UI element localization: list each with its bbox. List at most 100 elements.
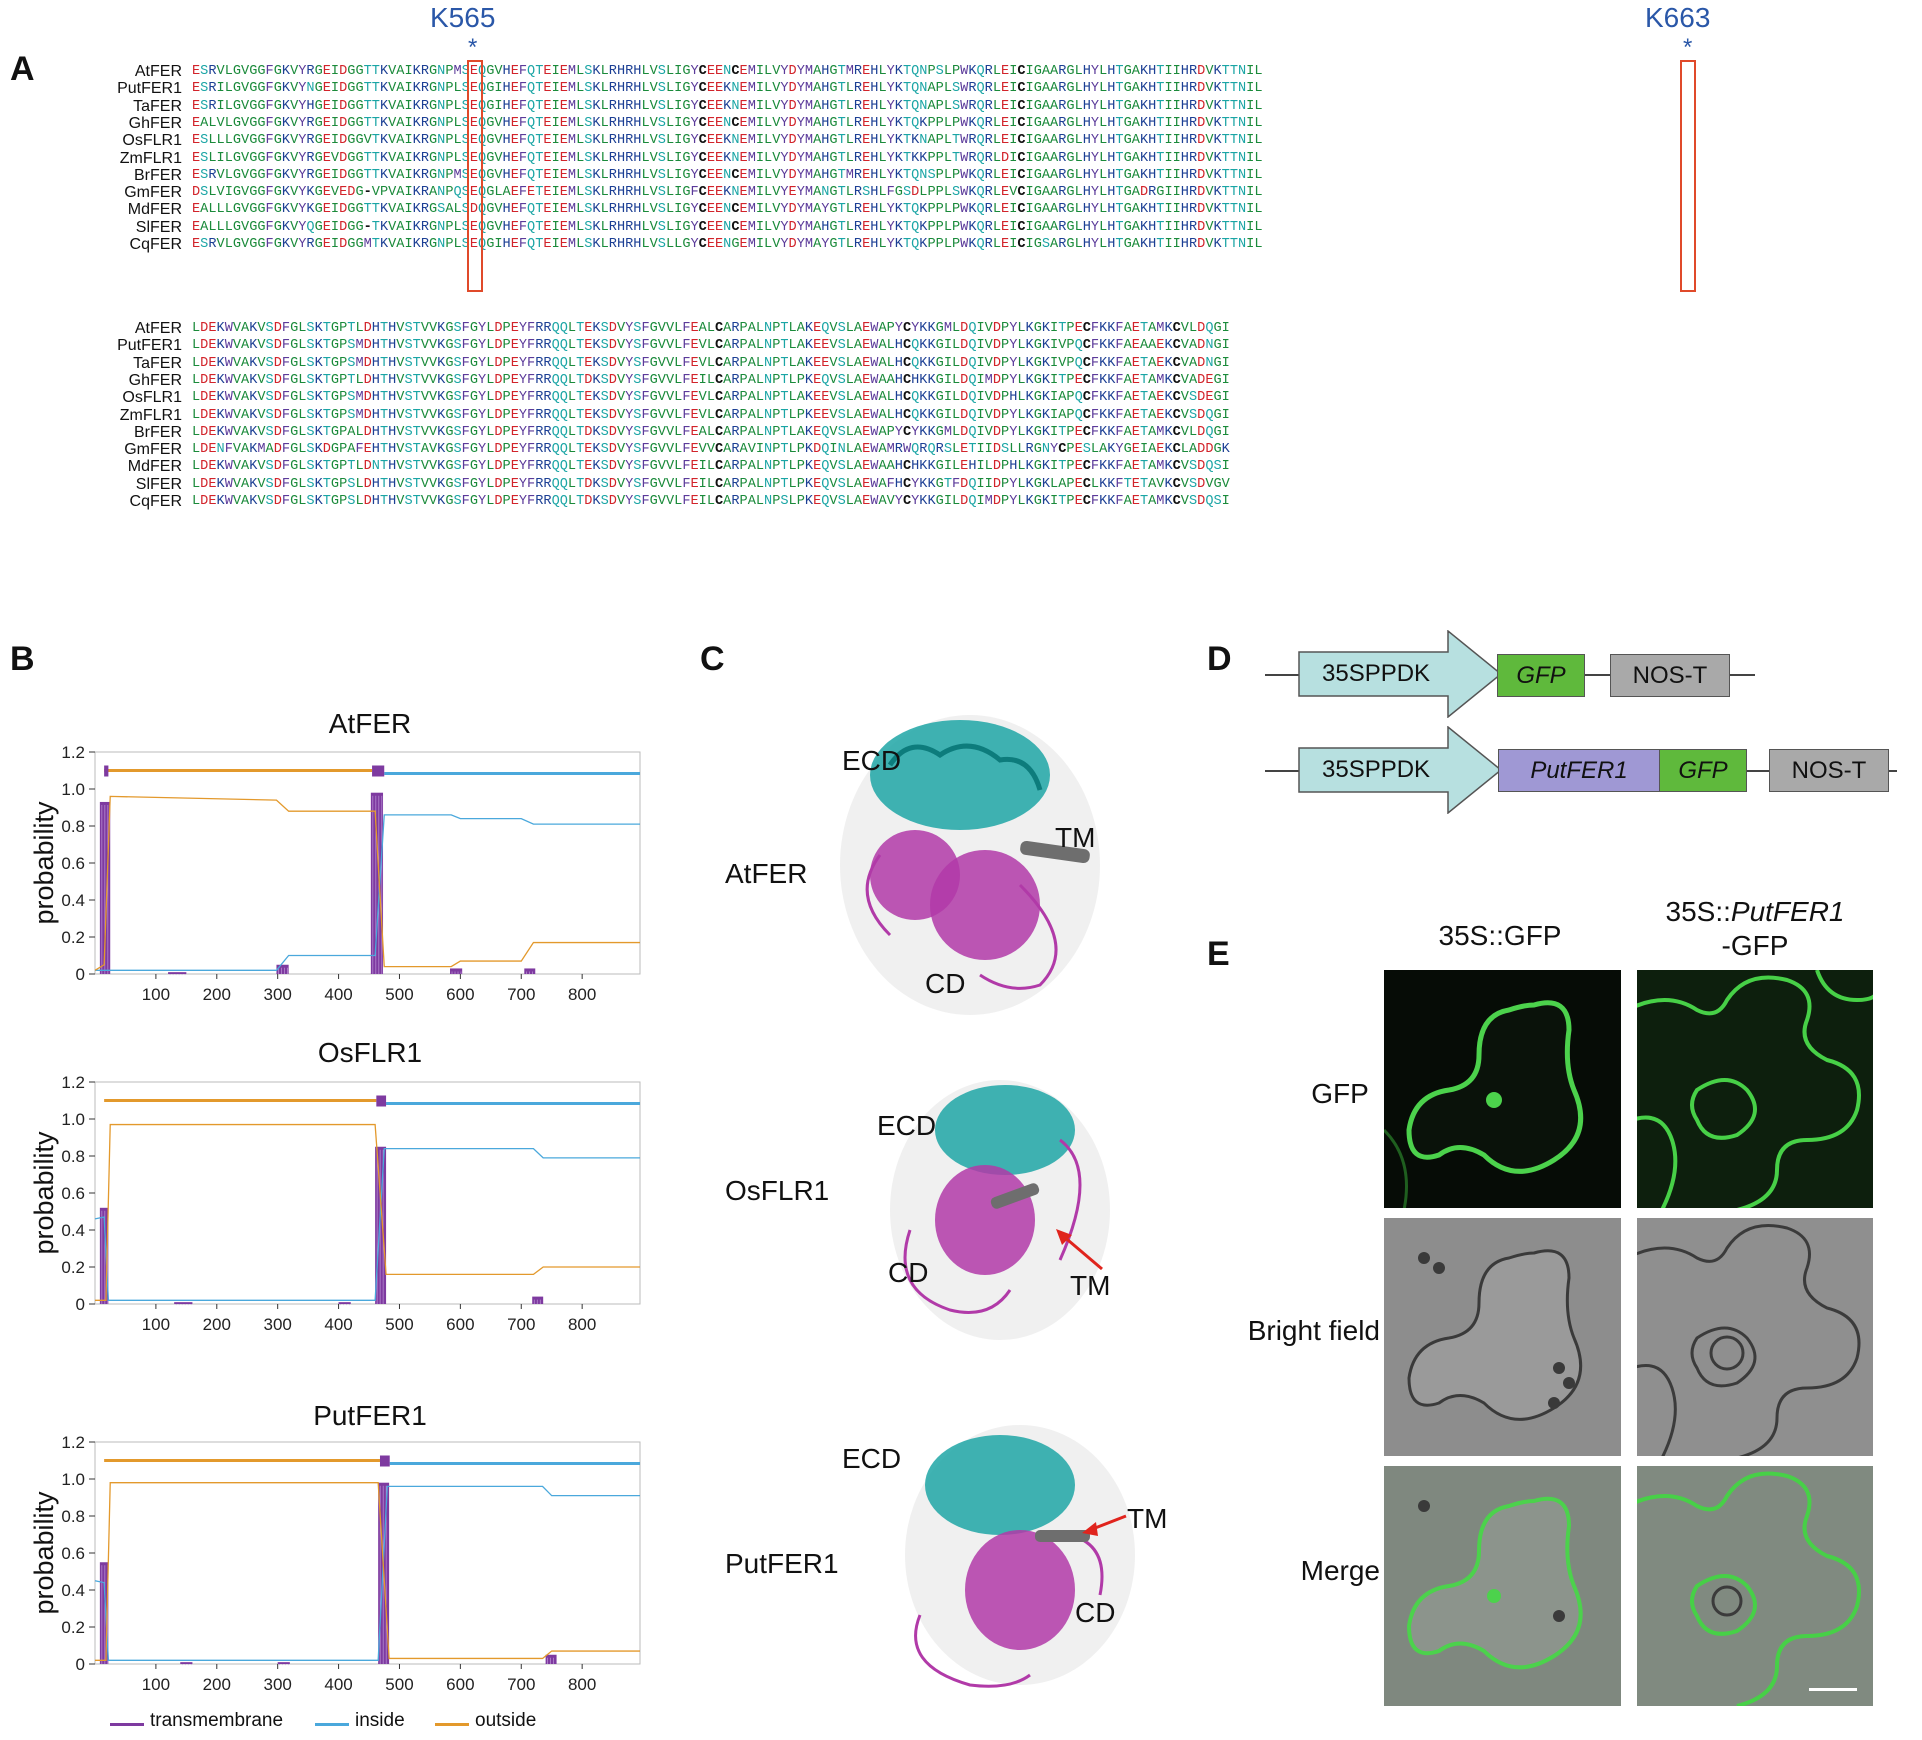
structure-label-cd-3: CD bbox=[1075, 1597, 1116, 1628]
structure-label-ecd-3: ECD bbox=[842, 1443, 902, 1474]
sequence-name: TaFER bbox=[133, 97, 182, 115]
topology-tm-block bbox=[372, 765, 385, 777]
x-tick-label: 700 bbox=[507, 1315, 535, 1334]
sequence-residues: LDEKWVAKVSDFGLSKTGPSLDHTHVSTVVKGSFGYLDPE… bbox=[192, 476, 1230, 492]
transmembrane-bar bbox=[174, 1302, 193, 1304]
structure-label-ecd-2: ECD bbox=[877, 1110, 937, 1141]
sequence-residues: LDEKWVAKVSDFGLSKTGPALDHTHVSTVVKGSFGYLDPE… bbox=[192, 424, 1230, 440]
y-tick-label: 0.6 bbox=[61, 854, 85, 873]
panel-c-letter: C bbox=[700, 640, 725, 678]
structure-label-tm-3: TM bbox=[1127, 1503, 1168, 1534]
chart-atfer: 0 0.2 0.4 0.6 0.8 1.0 1.2 100 200 300 400 500 600 700… bbox=[29, 743, 641, 1004]
construct1-promoter-label: 35SPPDK bbox=[1322, 660, 1431, 687]
y-tick-label: 0.2 bbox=[61, 1618, 85, 1637]
plot-area bbox=[94, 751, 641, 975]
site-star-k663: * bbox=[1683, 34, 1693, 61]
micrograph-brightfield-putfer1 bbox=[1637, 1218, 1873, 1456]
sequence-residues: LDEKWVAKVSDFGLSKTGPTLDHTHVSTVVKGSFGYLDPE… bbox=[192, 321, 1230, 336]
x-tick-label: 500 bbox=[385, 985, 413, 1004]
legend-swatch-transmembrane bbox=[110, 1723, 144, 1726]
construct2-nos-t-label: NOS-T bbox=[1791, 756, 1867, 784]
row-label-bright-field: Bright field bbox=[1247, 1315, 1380, 1346]
sequence-name: GmFER bbox=[124, 441, 182, 459]
sequence-residues: LDEKWVAKVSDFGLSKTGPSMDHTHVSTVVKGSFGYLDPE… bbox=[192, 355, 1230, 371]
sequence-name: ZmFLR1 bbox=[119, 149, 182, 167]
micrograph-merge-putfer1 bbox=[1637, 1466, 1873, 1706]
structure-label-cd-2: CD bbox=[888, 1257, 929, 1288]
topology-tm-block bbox=[379, 1455, 390, 1467]
sequence-name: OsFLR1 bbox=[122, 389, 182, 407]
construct2-nos-t: NOS-T bbox=[1769, 749, 1889, 792]
x-tick-label: 400 bbox=[324, 1675, 352, 1694]
y-tick-label: 0.2 bbox=[61, 928, 85, 947]
highlight-box-k663 bbox=[1680, 60, 1696, 292]
row-label-gfp: GFP bbox=[1311, 1078, 1369, 1109]
sequence-name: PutFER1 bbox=[117, 337, 182, 355]
sequence-residues: DSLVIGVGGFGKVYKGEVEDG-VPVAIKRANPQSEQGLAE… bbox=[192, 185, 1263, 201]
construct2-promoter-arrow bbox=[1298, 726, 1502, 814]
chart-osflr1: 0 0.2 0.4 0.6 0.8 1.0 1.2 100 200 300 400 500 600 700… bbox=[29, 1073, 641, 1334]
construct1-promoter-arrow bbox=[1298, 630, 1502, 718]
sequence-name: PutFER1 bbox=[117, 80, 182, 98]
y-tick-label: 0.2 bbox=[61, 1258, 85, 1277]
construct2-putfer1-label: PutFER1 bbox=[1530, 756, 1628, 784]
topology-tm-block bbox=[376, 1095, 387, 1107]
structure-name-putfer1: PutFER1 bbox=[725, 1548, 839, 1579]
sequence-name: MdFER bbox=[127, 201, 182, 219]
transmembrane-bar bbox=[276, 964, 289, 974]
transmembrane-bar bbox=[99, 1207, 109, 1304]
y-tick-label: 0 bbox=[76, 965, 85, 984]
construct2-promoter-label: 35SPPDK bbox=[1322, 756, 1431, 783]
sequence-name: CqFER bbox=[129, 236, 182, 253]
panel-b-letter: B bbox=[10, 640, 35, 678]
arrow-tm-2 bbox=[1056, 1229, 1103, 1271]
construct1-nos-t: NOS-T bbox=[1610, 654, 1730, 697]
sequence-residues: ESLILGVGGFGKVYRGEVDGGTTKVAIKRGNPLSEQGVHE… bbox=[192, 150, 1263, 166]
y-tick-label: 0.8 bbox=[61, 1507, 85, 1526]
y-tick-label: 1.2 bbox=[61, 1433, 85, 1452]
panel-d-letter: D bbox=[1207, 640, 1232, 678]
transmembrane-bar bbox=[99, 1562, 109, 1664]
x-tick-label: 800 bbox=[568, 985, 596, 1004]
sequence-name: GhFER bbox=[128, 371, 182, 389]
inside-line bbox=[94, 1147, 640, 1301]
highlight-box-k565 bbox=[467, 60, 483, 292]
transmembrane-bar bbox=[277, 1662, 290, 1664]
sequence-name: GhFER bbox=[128, 114, 182, 132]
construct2-gfp: GFP bbox=[1659, 749, 1747, 792]
micrograph-brightfield-control bbox=[1384, 1218, 1621, 1456]
sequence-name: SlFER bbox=[135, 475, 182, 493]
y-tick-label: 0.4 bbox=[61, 891, 85, 910]
x-tick-label: 400 bbox=[324, 1315, 352, 1334]
inside-line bbox=[95, 814, 640, 971]
x-tick-label: 700 bbox=[507, 985, 535, 1004]
x-tick-label: 100 bbox=[142, 1675, 170, 1694]
transmembrane-bar bbox=[375, 1146, 387, 1304]
x-tick-label: 200 bbox=[203, 1675, 231, 1694]
sequence-residues: LDENFVAKMADFGLSKDGPAFEHTHVSTAVKGSFGYLDPE… bbox=[192, 442, 1230, 458]
sequence-residues: LDEKWVAKVSDFGLSKTGPSMDHTHVSTVVKGSFGYLDPE… bbox=[192, 338, 1230, 354]
sequence-name: TaFER bbox=[133, 354, 182, 372]
sequence-residues: ESRVLGVGGFGKVYRGEIDGGMTKVAIKRGNPLSEQGIHE… bbox=[192, 237, 1263, 252]
x-tick-label: 600 bbox=[446, 985, 474, 1004]
sequence-residues: EALLLGVGGFGKVYQGEIDGG-TKVAIKRGNPLSEQGVHE… bbox=[192, 219, 1263, 235]
x-tick-label: 100 bbox=[142, 985, 170, 1004]
sequence-name: AtFER bbox=[134, 63, 182, 80]
sequence-name: AtFER bbox=[134, 320, 182, 337]
sequence-residues: ESRVLGVGGFGKVYRGEIDGGTTKVAIKRGNPMSEQGVHE… bbox=[192, 167, 1263, 183]
site-star-k565: * bbox=[468, 34, 478, 61]
sequence-residues: LDEKWVAKVSDFGLSKTGPSMDHTHVSTVVKGSFGYLDPE… bbox=[192, 390, 1230, 406]
topology-tm-block bbox=[104, 765, 109, 777]
transmembrane-bar bbox=[338, 1302, 351, 1304]
x-tick-label: 800 bbox=[568, 1675, 596, 1694]
structure-name-osflr1: OsFLR1 bbox=[725, 1175, 830, 1206]
structure-label-cd-1: CD bbox=[925, 968, 966, 999]
construct2-gfp-label: GFP bbox=[1678, 756, 1728, 784]
legend-swatch-inside bbox=[315, 1723, 349, 1726]
x-tick-label: 300 bbox=[263, 985, 291, 1004]
x-tick-label: 300 bbox=[263, 1675, 291, 1694]
structure-putfer1 bbox=[905, 1425, 1135, 1688]
y-tick-label: 1.0 bbox=[61, 1110, 85, 1129]
panel-a-letter: A bbox=[10, 50, 35, 88]
y-tick-label: 1.0 bbox=[61, 780, 85, 799]
